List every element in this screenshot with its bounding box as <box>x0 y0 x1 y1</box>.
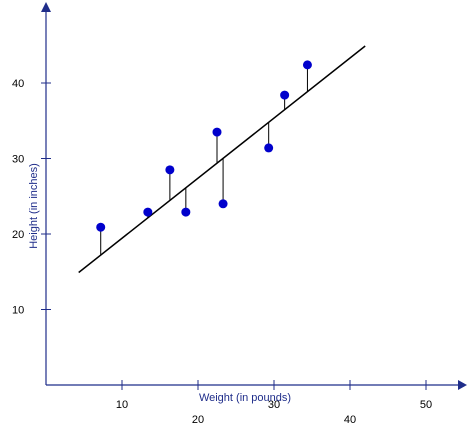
data-point <box>280 90 290 100</box>
y-axis-label: Height (in inches) <box>28 163 40 249</box>
data-point <box>143 207 153 217</box>
y-tick-label: 30 <box>12 154 24 166</box>
y-ticks: 10 20 30 40 <box>12 78 51 317</box>
data-points <box>96 60 312 232</box>
x-tick-label: 20 <box>192 414 204 426</box>
x-tick-label: 10 <box>116 399 128 411</box>
y-tick-label: 40 <box>12 78 24 90</box>
y-tick-label: 20 <box>12 229 24 241</box>
x-axis-arrow <box>458 380 467 390</box>
data-point <box>96 222 106 232</box>
x-tick-label: 50 <box>420 399 432 411</box>
y-tick-label: 10 <box>12 305 24 317</box>
data-point <box>302 60 312 70</box>
data-point <box>181 207 191 217</box>
data-point <box>212 127 222 137</box>
data-point <box>165 165 175 175</box>
axes <box>41 2 467 390</box>
regression-line <box>78 45 366 274</box>
x-ticks: 10 20 30 40 50 <box>116 380 432 426</box>
data-point <box>264 143 274 153</box>
x-tick-label: 40 <box>344 414 356 426</box>
residual-lines <box>100 64 308 256</box>
data-point <box>218 199 228 209</box>
x-axis-label: Weight (in pounds) <box>199 392 291 404</box>
x-tick-label: 30 <box>268 399 280 411</box>
y-axis-arrow <box>41 2 51 12</box>
